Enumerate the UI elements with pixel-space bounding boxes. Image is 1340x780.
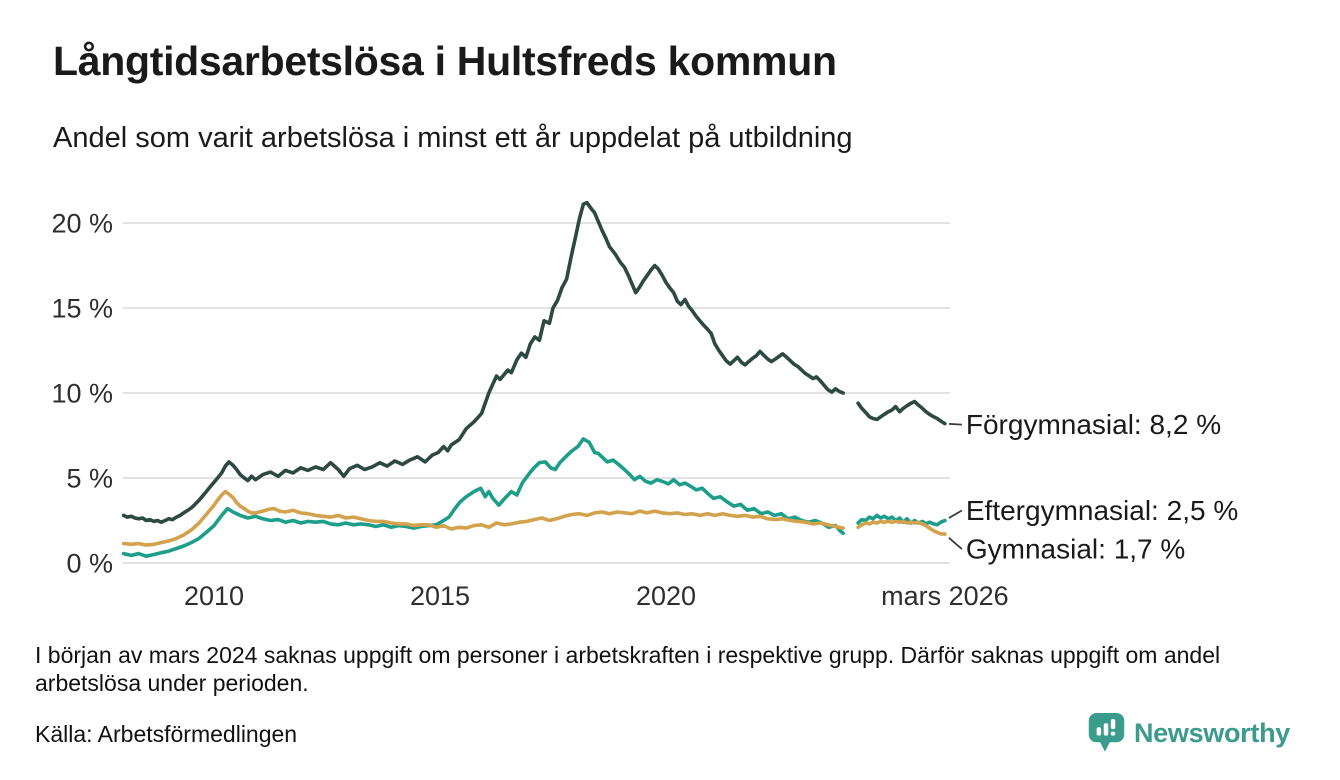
- series-line-eftergymnasial: [121, 437, 846, 559]
- series-line-förgymnasial: [121, 200, 846, 525]
- newsworthy-branding: Newsworthy: [1088, 712, 1290, 754]
- x-tick-label: 2015: [410, 581, 470, 611]
- bar-short: [1096, 727, 1102, 736]
- newsworthy-logo-icon: [1088, 712, 1125, 752]
- series-end-label-förgymnasial: Förgymnasial: 8,2 %: [966, 409, 1221, 440]
- bar-medium: [1103, 723, 1109, 736]
- y-tick-label: 20 %: [51, 209, 113, 239]
- page-title: Långtidsarbetslösa i Hultsfreds kommun: [53, 38, 837, 84]
- label-leader-line: [948, 422, 962, 426]
- label-leader-line: [948, 537, 963, 550]
- series-line-förgymnasial: [856, 399, 947, 426]
- y-tick-label: 5 %: [66, 464, 113, 494]
- series-line-gymnasial: [856, 519, 947, 536]
- x-tick-label: 2010: [184, 581, 244, 611]
- y-tick-label: 15 %: [51, 294, 113, 324]
- exclamation-dot: [1110, 731, 1116, 736]
- y-tick-label: 10 %: [51, 379, 113, 409]
- series-end-label-gymnasial: Gymnasial: 1,7 %: [966, 534, 1185, 565]
- x-tick-label: 2020: [636, 581, 696, 611]
- x-tick-label: mars 2026: [881, 581, 1009, 611]
- chart-footnote: I början av mars 2024 saknas uppgift om …: [35, 642, 1221, 696]
- series-line-gymnasial: [121, 489, 846, 547]
- y-tick-label: 0 %: [66, 549, 113, 579]
- source-label: Källa: Arbetsförmedlingen: [35, 721, 298, 747]
- chart-subtitle: Andel som varit arbetslösa i minst ett å…: [53, 122, 853, 154]
- series-end-label-eftergymnasial: Eftergymnasial: 2,5 %: [966, 495, 1238, 526]
- label-leader-line: [948, 509, 963, 519]
- exclamation-bar: [1110, 718, 1116, 730]
- newsworthy-wordmark: Newsworthy: [1133, 717, 1290, 748]
